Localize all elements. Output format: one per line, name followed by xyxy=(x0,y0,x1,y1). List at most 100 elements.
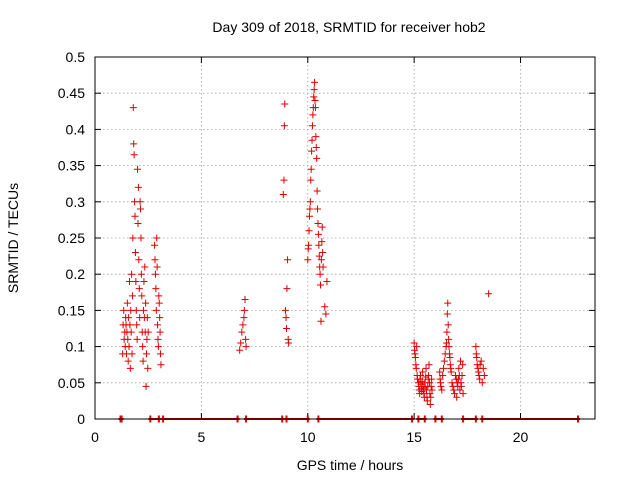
y-tick-label: 0.35 xyxy=(58,158,85,174)
data-point xyxy=(136,198,144,206)
data-point xyxy=(142,299,150,307)
y-tick-label: 0.2 xyxy=(66,266,86,282)
data-point xyxy=(153,263,161,271)
data-point xyxy=(140,277,148,285)
data-point xyxy=(442,339,450,347)
x-tick-label: 5 xyxy=(197,429,205,445)
data-points xyxy=(119,78,493,409)
data-point xyxy=(446,353,454,361)
data-point xyxy=(137,205,145,213)
data-point xyxy=(310,86,318,94)
data-point xyxy=(139,357,147,365)
data-point xyxy=(308,136,316,144)
data-point xyxy=(151,270,159,278)
data-point xyxy=(282,325,290,332)
data-point xyxy=(155,299,163,307)
data-point xyxy=(317,256,325,264)
data-point xyxy=(451,390,459,398)
data-point xyxy=(153,234,161,242)
data-point xyxy=(151,241,159,249)
data-point xyxy=(428,375,436,383)
data-point xyxy=(279,191,287,199)
y-tick-label: 0.1 xyxy=(66,339,86,355)
data-point xyxy=(157,350,165,358)
data-point xyxy=(155,292,163,300)
data-point xyxy=(309,111,317,119)
data-point xyxy=(132,306,140,314)
x-tick-label: 15 xyxy=(406,429,422,445)
data-point xyxy=(137,270,145,278)
x-tick-label: 10 xyxy=(300,429,316,445)
data-point xyxy=(238,328,246,336)
data-point xyxy=(440,364,448,372)
y-axis-label: SRMTID / TECUs xyxy=(5,183,21,293)
data-point xyxy=(305,212,313,220)
data-point xyxy=(444,321,452,329)
data-point xyxy=(417,372,425,380)
data-point xyxy=(128,350,136,358)
data-point xyxy=(142,350,150,358)
data-point xyxy=(459,390,467,398)
data-point xyxy=(445,343,453,351)
y-tick-label: 0.45 xyxy=(58,85,85,101)
data-point xyxy=(140,306,148,314)
data-point xyxy=(315,252,323,260)
data-point xyxy=(323,277,331,285)
y-tick-label: 0.15 xyxy=(58,302,85,318)
data-point xyxy=(127,328,135,336)
data-point xyxy=(478,379,486,387)
data-point xyxy=(426,401,434,409)
data-point xyxy=(316,270,324,278)
data-point xyxy=(124,335,132,343)
data-point xyxy=(134,165,142,173)
data-point xyxy=(132,277,140,285)
data-point xyxy=(152,306,160,314)
data-point xyxy=(133,321,141,329)
data-point xyxy=(412,364,420,372)
data-point xyxy=(237,339,245,347)
data-point xyxy=(120,306,128,314)
data-point xyxy=(134,183,142,191)
data-point xyxy=(280,176,288,184)
data-point xyxy=(455,364,463,372)
data-point xyxy=(419,368,427,376)
data-point xyxy=(457,357,465,365)
data-point xyxy=(425,379,433,387)
data-point xyxy=(308,122,316,130)
data-point xyxy=(314,220,322,228)
data-point xyxy=(472,343,480,351)
data-point xyxy=(143,335,151,343)
plot-frame xyxy=(94,56,596,420)
data-point xyxy=(318,238,326,246)
data-point xyxy=(131,248,139,256)
data-point xyxy=(125,343,133,351)
y-tick-label: 0.4 xyxy=(66,121,86,137)
data-point xyxy=(134,220,142,228)
data-point xyxy=(476,375,484,383)
data-point xyxy=(306,205,314,213)
data-point xyxy=(152,285,160,293)
data-point xyxy=(473,353,481,361)
data-point xyxy=(154,343,162,351)
data-point xyxy=(154,321,162,329)
x-tick-label: 0 xyxy=(91,429,99,445)
data-point xyxy=(240,306,248,314)
data-point xyxy=(315,241,323,249)
data-point xyxy=(130,151,138,159)
data-point xyxy=(129,234,137,242)
data-point xyxy=(133,335,141,343)
data-point xyxy=(454,375,462,383)
y-tick-label: 0.5 xyxy=(66,49,86,65)
data-point xyxy=(281,306,289,314)
data-point xyxy=(447,368,455,376)
data-point xyxy=(135,285,143,293)
grid-lines xyxy=(95,57,595,419)
data-point xyxy=(443,310,451,318)
data-point xyxy=(305,241,313,249)
data-point xyxy=(125,277,133,285)
data-point xyxy=(440,357,448,365)
y-tick-label: 0 xyxy=(77,411,85,427)
data-point xyxy=(142,382,150,390)
data-point xyxy=(124,357,132,365)
data-point xyxy=(285,339,293,347)
